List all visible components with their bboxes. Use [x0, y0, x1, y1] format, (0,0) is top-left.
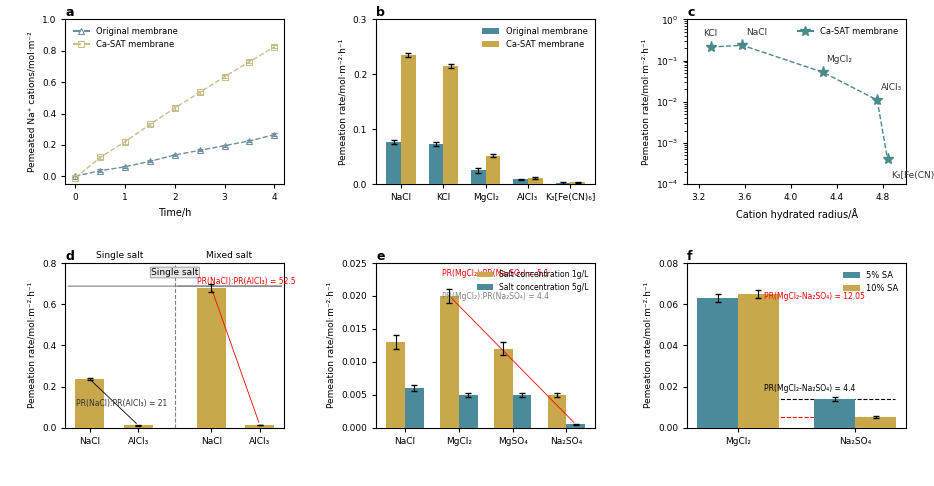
Legend: Original membrane, Ca-SAT membrane: Original membrane, Ca-SAT membrane [479, 24, 591, 52]
Text: b: b [376, 6, 385, 19]
Bar [76, 380, 105, 428]
Bar [444, 66, 459, 184]
Text: PR(MgCl₂):PR(Na₂SO₄) = 4.4: PR(MgCl₂):PR(Na₂SO₄) = 4.4 [442, 292, 549, 301]
Text: PR(NaCl):PR(AlCl₃) = 21: PR(NaCl):PR(AlCl₃) = 21 [77, 399, 167, 408]
Legend: 5% SA, 10% SA: 5% SA, 10% SA [840, 267, 902, 296]
Bar [697, 298, 738, 428]
Bar [386, 142, 401, 184]
Bar [459, 395, 477, 428]
Bar [738, 294, 779, 428]
Text: PR(MgCl₂):PR(Na₂SO₄) = 5.1: PR(MgCl₂):PR(Na₂SO₄) = 5.1 [442, 269, 549, 278]
Text: e: e [376, 250, 385, 263]
Bar [528, 178, 543, 184]
Text: c: c [687, 6, 695, 19]
Y-axis label: Pemeation rate/mol·m⁻²·h⁻¹: Pemeation rate/mol·m⁻²·h⁻¹ [327, 282, 335, 409]
Text: PR(NaCl):PR(AlCl₃) = 52.5: PR(NaCl):PR(AlCl₃) = 52.5 [197, 278, 295, 286]
Text: d: d [65, 250, 75, 263]
Text: MgCl₂: MgCl₂ [827, 55, 853, 64]
Bar [513, 179, 528, 184]
Bar [547, 395, 566, 428]
Bar [405, 388, 424, 428]
X-axis label: Time/h: Time/h [158, 208, 191, 218]
Text: K₃[Fe(CN)₆]: K₃[Fe(CN)₆] [891, 171, 934, 180]
Text: a: a [65, 6, 74, 19]
Legend: Salt concentration 1g/L, Salt concentration 5g/L: Salt concentration 1g/L, Salt concentrat… [474, 267, 591, 295]
Bar [386, 342, 405, 428]
Text: Single salt: Single salt [96, 251, 144, 260]
Text: f: f [687, 250, 693, 263]
Text: KCl: KCl [703, 30, 717, 38]
Bar [571, 182, 586, 184]
Bar [494, 348, 513, 428]
Text: Mixed salt: Mixed salt [206, 251, 252, 260]
Bar [197, 288, 226, 428]
Bar [429, 144, 444, 184]
Bar [246, 425, 275, 428]
Y-axis label: Pemeation rate/mol·m⁻²·h⁻¹: Pemeation rate/mol·m⁻²·h⁻¹ [27, 282, 36, 409]
Text: PR(MgCl₂-Na₂SO₄) = 12.05: PR(MgCl₂-Na₂SO₄) = 12.05 [764, 292, 865, 301]
Bar [855, 417, 896, 428]
Bar [440, 296, 459, 428]
Legend: Original membrane, Ca-SAT membrane: Original membrane, Ca-SAT membrane [69, 24, 181, 52]
Text: NaCl: NaCl [746, 28, 767, 37]
Y-axis label: Pemeation rate/mol·m⁻²·h⁻¹: Pemeation rate/mol·m⁻²·h⁻¹ [641, 38, 650, 165]
Legend: Ca-SAT membrane: Ca-SAT membrane [794, 24, 902, 39]
Bar [566, 424, 586, 428]
Bar [513, 395, 531, 428]
Bar [556, 183, 571, 184]
Y-axis label: Pemeation rate/mol·m⁻²·h⁻¹: Pemeation rate/mol·m⁻²·h⁻¹ [644, 282, 652, 409]
Text: Single salt: Single salt [151, 268, 199, 277]
Bar [124, 425, 153, 428]
Y-axis label: Pemeated Na⁺ cations/mol·m⁻²: Pemeated Na⁺ cations/mol·m⁻² [27, 32, 36, 172]
Text: AlCl₃: AlCl₃ [881, 83, 902, 91]
Text: PR(MgCl₂-Na₂SO₄) = 4.4: PR(MgCl₂-Na₂SO₄) = 4.4 [764, 384, 855, 394]
Bar [814, 399, 855, 428]
Bar [401, 55, 416, 184]
Y-axis label: Pemeation rate/mol·m⁻²·h⁻¹: Pemeation rate/mol·m⁻²·h⁻¹ [338, 38, 347, 165]
Bar [486, 156, 501, 184]
X-axis label: Cation hydrated radius/Å: Cation hydrated radius/Å [736, 208, 857, 220]
Bar [471, 170, 486, 184]
